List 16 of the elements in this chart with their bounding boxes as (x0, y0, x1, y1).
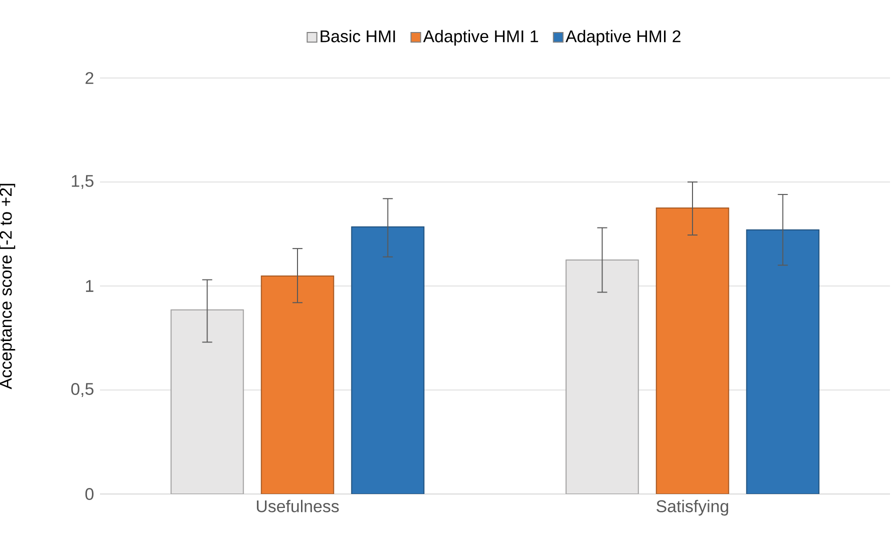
y-tick-label: 0 (85, 488, 94, 500)
bar (656, 207, 730, 494)
x-tick-label: Satisfying (656, 500, 728, 516)
bar (351, 226, 424, 494)
bar (566, 259, 639, 494)
legend-label: Basic HMI (320, 30, 395, 42)
y-tick-label: 0,5 (71, 383, 94, 397)
bar (260, 276, 334, 494)
x-tick-label: Usefulness (256, 500, 339, 512)
y-tick-label: 1,5 (72, 175, 94, 189)
y-tick-label: 1 (86, 280, 94, 292)
legend-label: Adaptive HMI 1 (423, 30, 538, 46)
bar (746, 229, 820, 494)
bar (170, 309, 244, 494)
legend-label: Adaptive HMI 2 (566, 30, 680, 46)
y-tick-label: 2 (86, 72, 94, 84)
